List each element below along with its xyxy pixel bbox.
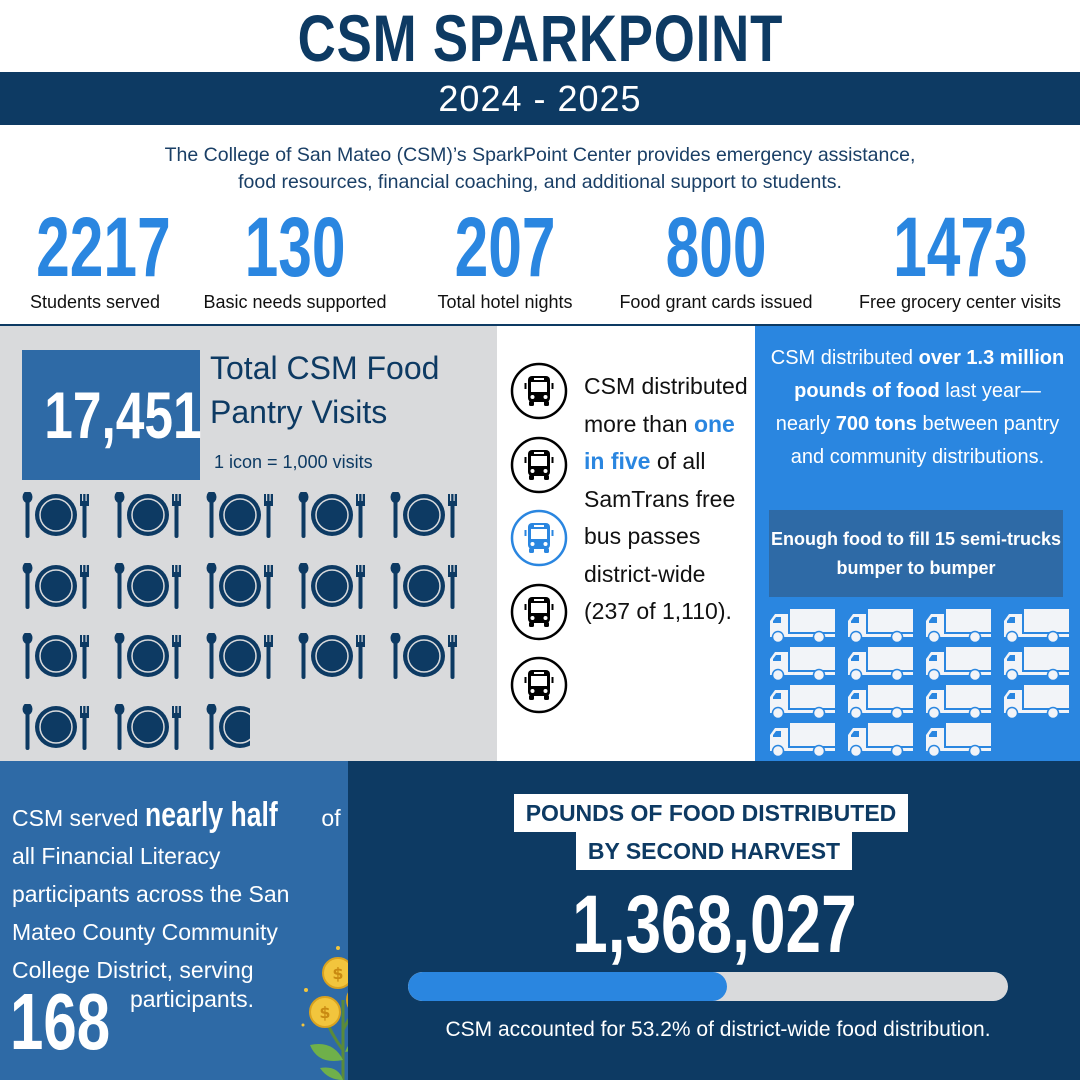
truck-icon bbox=[768, 685, 835, 720]
plate-cutlery-icon bbox=[390, 562, 460, 609]
truck-icon bbox=[768, 609, 835, 644]
food-distribution-text: CSM distributed over 1.3 million pounds … bbox=[770, 347, 1065, 468]
plate-cutlery-icon bbox=[114, 633, 184, 679]
stat-basic-needs: 130 Basic needs supported bbox=[203, 200, 387, 312]
truck-icon bbox=[768, 647, 835, 682]
participants-label: participants. bbox=[130, 986, 255, 1012]
bus-icon bbox=[510, 583, 568, 641]
plate-cutlery-icon bbox=[298, 562, 368, 609]
plate-cutlery-icon bbox=[22, 703, 92, 750]
plate-cutlery-icon bbox=[390, 633, 460, 679]
pantry-legend: 1 icon = 1,000 visits bbox=[214, 452, 373, 472]
plate-cutlery-icon bbox=[206, 703, 251, 750]
truck-icon bbox=[846, 685, 913, 720]
semi-truck-callout: Enough food to fill 15 semi-trucks bumpe… bbox=[769, 510, 1063, 597]
truck-icon bbox=[924, 723, 991, 758]
stat-students-served: 2217 Students served bbox=[29, 200, 171, 312]
truck-icon bbox=[846, 723, 913, 758]
bus-icon-highlighted bbox=[510, 509, 568, 567]
stat-food-grant-cards: 800 Food grant cards issued bbox=[619, 200, 813, 312]
truck-icon bbox=[846, 609, 913, 644]
page-title: CSM SPARKPOINT bbox=[297, 1, 783, 75]
truck-icon bbox=[1002, 685, 1069, 720]
plate-cutlery-icon bbox=[390, 492, 460, 538]
plate-cutlery-icon bbox=[22, 562, 92, 609]
progress-fill bbox=[408, 972, 728, 1001]
divider bbox=[0, 324, 1080, 326]
intro-text: The College of San Mateo (CSM)’s SparkPo… bbox=[164, 144, 916, 193]
plate-cutlery-icon bbox=[114, 703, 184, 750]
truck-icon bbox=[924, 685, 991, 720]
svg-text:$: $ bbox=[332, 964, 343, 983]
year-banner: 2024 - 2025 bbox=[0, 72, 1080, 125]
plate-cutlery-icon bbox=[206, 562, 276, 609]
distribution-progress-bar bbox=[408, 972, 1008, 1001]
truck-icon bbox=[1002, 609, 1069, 644]
plate-cutlery-icon bbox=[298, 633, 368, 679]
truck-icon bbox=[924, 647, 991, 682]
bus-icon bbox=[510, 362, 568, 420]
financial-literacy-text: CSM served nearly half of all Financial … bbox=[12, 796, 341, 983]
financial-literacy-panel bbox=[0, 761, 348, 1080]
stat-hotel-nights: 207 Total hotel nights bbox=[437, 200, 573, 312]
plate-cutlery-icon bbox=[114, 562, 184, 609]
truck-icon bbox=[1002, 647, 1069, 682]
pantry-title: Total CSM Food Pantry Visits bbox=[210, 350, 440, 430]
pantry-visits-total: 17,451 bbox=[22, 350, 202, 480]
plate-cutlery-icon bbox=[206, 492, 276, 538]
truck-icon bbox=[924, 609, 991, 644]
bus-icon bbox=[510, 436, 568, 494]
distribution-caption: CSM accounted for 53.2% of district-wide… bbox=[445, 1018, 991, 1041]
svg-text:$: $ bbox=[319, 1003, 330, 1022]
participants-count: 168 bbox=[10, 977, 111, 1066]
truck-icon bbox=[846, 647, 913, 682]
plate-cutlery-icon bbox=[206, 633, 276, 679]
plate-cutlery-icon bbox=[22, 633, 92, 679]
plate-cutlery-icon bbox=[298, 492, 368, 538]
bus-icon bbox=[510, 656, 568, 714]
harvest-heading: POUNDS OF FOOD DISTRIBUTED BY SECOND HAR… bbox=[348, 794, 1080, 870]
plate-cutlery-icon bbox=[22, 492, 92, 538]
stat-grocery-visits: 1473 Free grocery center visits bbox=[858, 200, 1062, 312]
harvest-total: 1,368,027 bbox=[571, 879, 857, 970]
bus-pass-text: CSM distributed more than one in five of… bbox=[584, 373, 748, 624]
truck-icon bbox=[768, 723, 835, 758]
plate-cutlery-icon bbox=[114, 492, 184, 538]
year-range: 2024 - 2025 bbox=[438, 78, 642, 119]
